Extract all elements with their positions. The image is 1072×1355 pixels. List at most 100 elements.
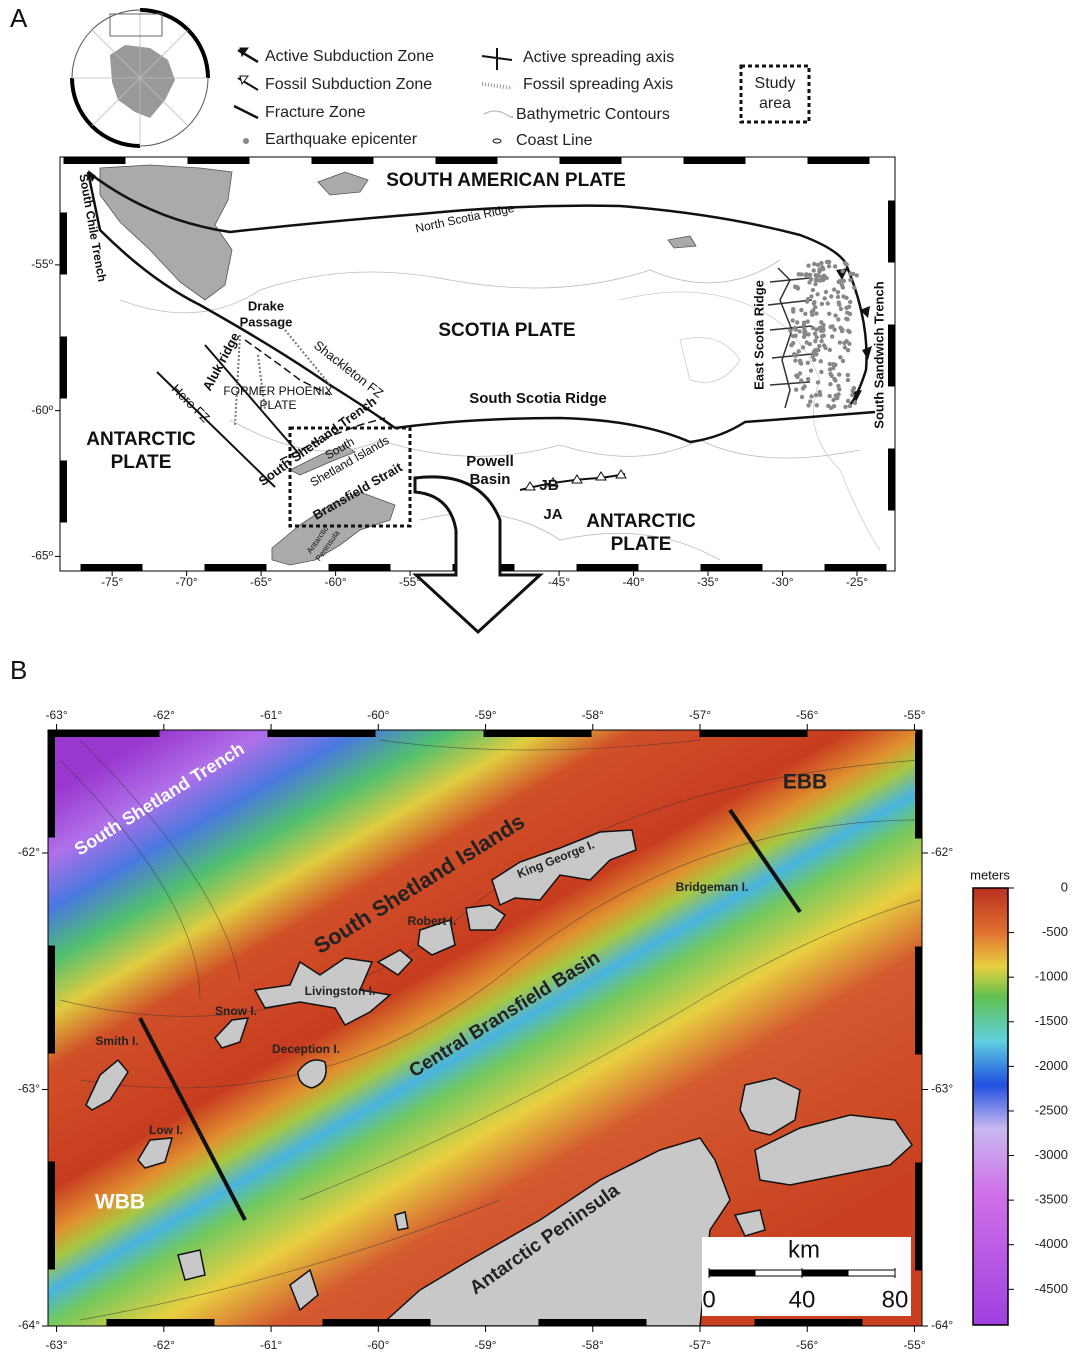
panel-label: B — [10, 655, 27, 685]
epicenter — [816, 348, 820, 352]
epicenter — [806, 264, 810, 268]
epicenter — [806, 361, 810, 365]
epicenter — [841, 285, 845, 289]
y-tick-label: -62° — [18, 845, 40, 859]
epicenter — [795, 375, 799, 379]
epicenter — [822, 274, 826, 278]
epicenter — [828, 367, 832, 371]
colorbar-tick-label: -1500 — [1035, 1013, 1068, 1028]
y-tick-label: -64° — [18, 1318, 40, 1332]
epicenter — [844, 339, 848, 343]
x-tick-label: -45° — [548, 575, 570, 589]
map-label: Passage — [240, 314, 293, 329]
epicenter — [791, 318, 795, 322]
epicenter — [801, 345, 805, 349]
x-tick-label: -55° — [399, 575, 421, 589]
x-tick-label: -63° — [46, 708, 68, 722]
x-tick-label: -56° — [796, 1338, 818, 1352]
map-label: SOUTH AMERICAN PLATE — [386, 170, 626, 191]
legend-label: Fossil Subduction Zone — [265, 76, 432, 93]
colorbar-tick-label: -4500 — [1035, 1281, 1068, 1296]
epicenter — [839, 307, 843, 311]
legend-label: Bathymetric Contours — [516, 106, 670, 123]
epicenter — [805, 340, 809, 344]
map-label: East Scotia Ridge — [751, 280, 766, 390]
epicenter — [848, 300, 852, 304]
x-tick-label: -55° — [903, 1338, 925, 1352]
y-tick-label: -64° — [931, 1318, 953, 1332]
y-tick-label: -65º — [31, 549, 53, 563]
epicenter — [841, 294, 845, 298]
epicenter — [833, 264, 837, 268]
x-tick-label: -60° — [367, 1338, 389, 1352]
x-tick-label: -58° — [582, 1338, 604, 1352]
panel-label: A — [10, 3, 28, 33]
epicenter — [837, 372, 841, 376]
epicenter — [829, 294, 833, 298]
epicenter — [847, 330, 851, 334]
epicenter — [831, 398, 835, 402]
epicenter — [850, 393, 854, 397]
epicenter — [819, 370, 823, 374]
legend-label: Active spreading axis — [523, 49, 674, 66]
epicenter — [823, 346, 827, 350]
x-tick-label: -25° — [846, 575, 868, 589]
epicenter — [840, 329, 844, 333]
epicenter — [841, 359, 845, 363]
epicenter — [803, 312, 807, 316]
epicenter — [800, 395, 804, 399]
map-label: Robert I. — [408, 914, 457, 928]
epicenter — [846, 378, 850, 382]
map-label: Snow I. — [215, 1004, 257, 1018]
scale-bar-segment — [709, 1270, 756, 1276]
legend-label: area — [759, 95, 791, 112]
colorbar-tick-label: -2500 — [1035, 1102, 1068, 1117]
epicenter — [820, 302, 824, 306]
map-label: WBB — [95, 1191, 145, 1214]
epicenter — [812, 262, 816, 266]
epicenter — [799, 272, 803, 276]
colorbar — [973, 888, 1008, 1325]
epicenter — [832, 377, 836, 381]
map-label: Powell — [466, 453, 514, 470]
epicenter — [793, 326, 797, 330]
y-tick-label: -63° — [18, 1082, 40, 1096]
map-label: South Sandwich Trench — [871, 281, 886, 428]
colorbar-tick-label: 0 — [1061, 879, 1068, 894]
epicenter — [837, 280, 841, 284]
x-tick-label: -57° — [689, 1338, 711, 1352]
epicenter — [847, 305, 851, 309]
epicenter — [820, 334, 824, 338]
epicenter — [814, 393, 818, 397]
y-tick-label: -60º — [31, 403, 53, 417]
x-tick-label: -30° — [771, 575, 793, 589]
epicenter — [815, 403, 819, 407]
x-tick-label: -58° — [582, 708, 604, 722]
x-tick-label: -56° — [796, 708, 818, 722]
x-tick-label: -59° — [474, 708, 496, 722]
epicenter — [838, 355, 842, 359]
legend-label: Study — [755, 75, 796, 92]
epicenter — [802, 323, 806, 327]
colorbar-tick-label: -1000 — [1035, 969, 1068, 984]
map-label: Drake — [248, 298, 284, 313]
legend-label: Active Subduction Zone — [265, 48, 434, 65]
x-tick-label: -61° — [260, 708, 282, 722]
x-tick-label: -75° — [101, 575, 123, 589]
x-tick-label: -70° — [176, 575, 198, 589]
epicenter — [828, 394, 832, 398]
epicenter — [809, 369, 813, 373]
map-label: Deception I. — [272, 1042, 340, 1056]
x-tick-label: -61° — [260, 1338, 282, 1352]
epicenter — [814, 277, 818, 281]
x-tick-label: -57° — [689, 708, 711, 722]
map-label: PLATE — [111, 452, 172, 473]
epicenter — [788, 329, 792, 333]
epicenter — [837, 387, 841, 391]
epicenter — [813, 305, 817, 309]
epicenter — [828, 372, 832, 376]
epicenter — [791, 341, 795, 345]
epicenter — [819, 359, 823, 363]
epicenter — [799, 308, 803, 312]
epicenter — [813, 282, 817, 286]
